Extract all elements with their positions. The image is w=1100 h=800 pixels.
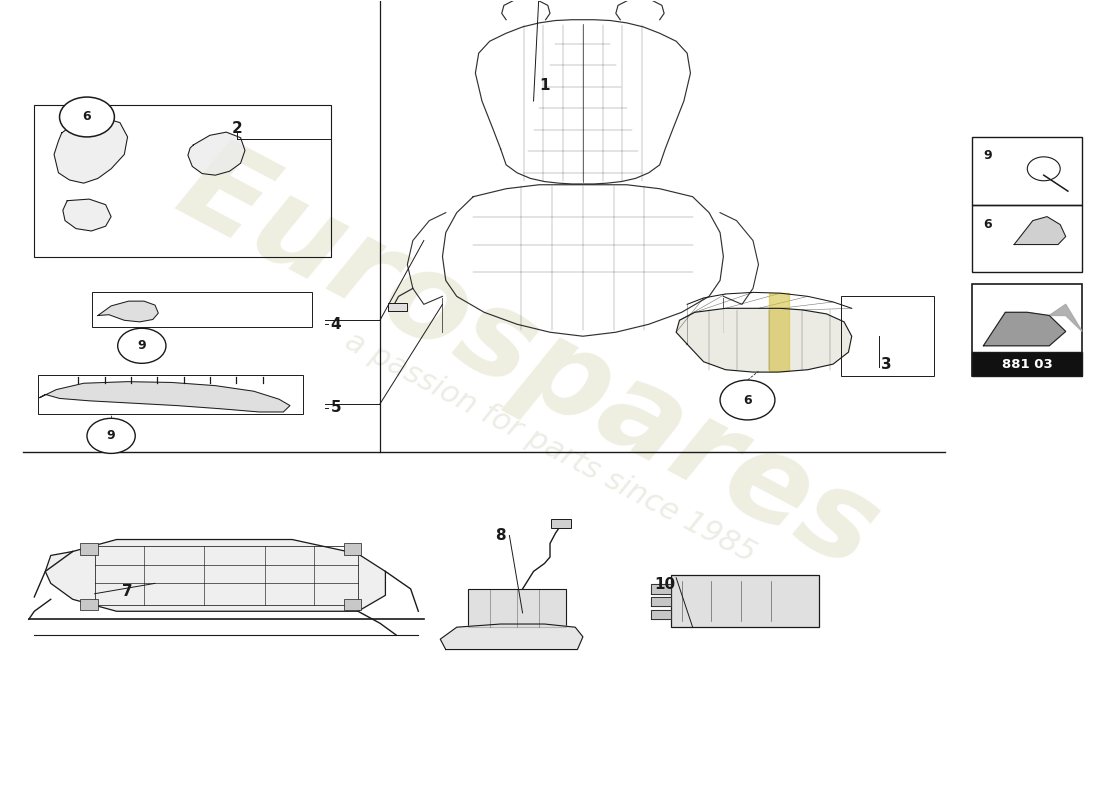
Bar bbox=[551, 518, 571, 528]
Circle shape bbox=[87, 418, 135, 454]
Polygon shape bbox=[40, 382, 290, 412]
Text: 6: 6 bbox=[983, 218, 992, 231]
Text: 9: 9 bbox=[107, 430, 116, 442]
Text: 6: 6 bbox=[744, 394, 751, 406]
Polygon shape bbox=[651, 584, 671, 594]
Text: 881 03: 881 03 bbox=[1002, 358, 1053, 370]
Polygon shape bbox=[1014, 217, 1066, 245]
Polygon shape bbox=[676, 308, 851, 372]
Text: 6: 6 bbox=[82, 110, 91, 123]
Text: a passion for parts since 1985: a passion for parts since 1985 bbox=[340, 327, 760, 569]
Bar bbox=[92, 291, 312, 326]
Text: 10: 10 bbox=[654, 578, 675, 593]
Polygon shape bbox=[983, 312, 1066, 346]
Bar bbox=[387, 302, 407, 310]
Polygon shape bbox=[45, 539, 385, 611]
Polygon shape bbox=[188, 132, 245, 175]
Bar bbox=[343, 599, 361, 610]
Text: 2: 2 bbox=[232, 122, 243, 137]
Bar bbox=[80, 599, 98, 610]
Bar bbox=[671, 575, 818, 627]
Text: 9: 9 bbox=[138, 339, 146, 352]
Bar bbox=[37, 375, 304, 414]
Bar bbox=[840, 296, 934, 376]
Bar bbox=[80, 543, 98, 554]
Text: 5: 5 bbox=[331, 401, 341, 415]
Bar bbox=[972, 352, 1082, 376]
Polygon shape bbox=[651, 597, 671, 606]
Text: 3: 3 bbox=[881, 357, 892, 372]
Polygon shape bbox=[1049, 304, 1082, 331]
Circle shape bbox=[720, 380, 774, 420]
Polygon shape bbox=[63, 199, 111, 231]
Polygon shape bbox=[651, 610, 671, 619]
Polygon shape bbox=[440, 624, 583, 650]
Circle shape bbox=[118, 328, 166, 363]
Text: 4: 4 bbox=[331, 317, 341, 332]
Bar bbox=[972, 137, 1082, 205]
Text: Eurospares: Eurospares bbox=[160, 127, 896, 594]
Text: 1: 1 bbox=[539, 78, 550, 93]
Bar bbox=[468, 589, 566, 627]
Text: 7: 7 bbox=[122, 584, 133, 599]
Polygon shape bbox=[54, 117, 128, 183]
Bar bbox=[972, 285, 1082, 376]
Text: 9: 9 bbox=[983, 149, 992, 162]
Polygon shape bbox=[769, 293, 789, 371]
Bar bbox=[343, 543, 361, 554]
Circle shape bbox=[59, 97, 114, 137]
Text: 8: 8 bbox=[495, 528, 506, 543]
Bar bbox=[972, 205, 1082, 273]
Polygon shape bbox=[98, 301, 158, 322]
Bar bbox=[34, 105, 331, 257]
